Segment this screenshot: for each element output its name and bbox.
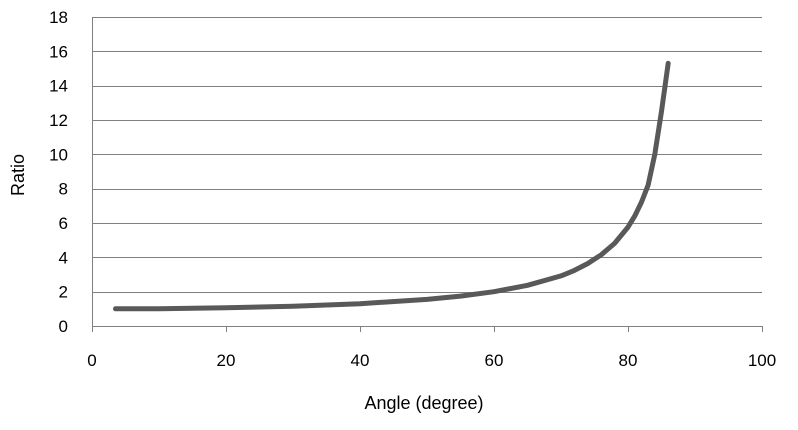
x-tick-label: 60 xyxy=(485,351,504,370)
x-tick-label: 100 xyxy=(748,351,776,370)
axes xyxy=(92,17,763,332)
x-axis-title: Angle (degree) xyxy=(364,393,483,413)
x-tick-label: 20 xyxy=(217,351,236,370)
x-tick-label: 0 xyxy=(87,351,96,370)
y-tick-label: 8 xyxy=(59,180,68,199)
y-tick-label: 6 xyxy=(59,214,68,233)
y-tick-label: 4 xyxy=(59,248,68,267)
y-tick-label: 14 xyxy=(49,77,68,96)
x-tick-label: 80 xyxy=(619,351,638,370)
y-tick-label: 10 xyxy=(49,145,68,164)
x-tick-label: 40 xyxy=(351,351,370,370)
y-tick-labels: 0 2 4 6 8 10 12 14 16 18 xyxy=(49,8,68,336)
gridlines xyxy=(92,17,762,293)
series-line xyxy=(113,60,671,312)
y-tick-label: 16 xyxy=(49,42,68,61)
y-tick-label: 12 xyxy=(49,111,68,130)
y-tick-label: 18 xyxy=(49,8,68,27)
y-tick-label: 0 xyxy=(59,317,68,336)
series-group xyxy=(113,60,671,312)
y-axis-title: Ratio xyxy=(8,154,28,196)
y-tick-label: 2 xyxy=(59,283,68,302)
x-tick-labels: 0 20 40 60 80 100 xyxy=(87,351,776,370)
